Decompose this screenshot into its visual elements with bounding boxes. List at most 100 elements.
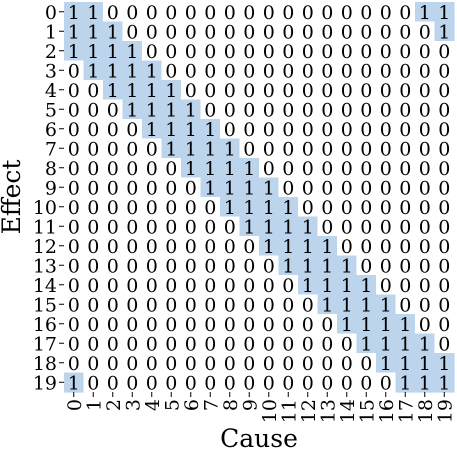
cell-value-r0-c9: 0	[243, 2, 255, 24]
cell-value-r6-c14: 0	[341, 119, 353, 141]
heatmap-cell-r5-c8	[220, 99, 241, 120]
heatmap-cell-r11-c2	[103, 216, 124, 237]
cell-value-r0-c12: 0	[302, 2, 314, 24]
cell-value-r18-c1: 0	[87, 353, 99, 375]
heatmap-cell-r12-c7	[200, 236, 221, 257]
cell-value-r15-c18: 0	[419, 294, 431, 316]
cell-value-r4-c7: 0	[204, 80, 216, 102]
cell-value-r2-c19: 0	[438, 41, 450, 63]
cell-value-r9-c19: 0	[438, 177, 450, 199]
x-tick-label-19: 19	[434, 399, 456, 423]
cell-value-r16-c7: 0	[204, 314, 216, 336]
cell-value-r0-c6: 0	[185, 2, 197, 24]
heatmap-cell-r2-c9	[239, 41, 260, 62]
cell-value-r16-c9: 0	[243, 314, 255, 336]
heatmap-cell-r10-c7	[200, 197, 221, 218]
cell-value-r18-c10: 0	[263, 353, 275, 375]
cell-value-r17-c14: 0	[341, 333, 353, 355]
heatmap-cell-r6-c1	[83, 119, 104, 140]
heatmap-cell-r1-c17	[395, 21, 416, 42]
heatmap-cell-r14-c7	[200, 275, 221, 296]
heatmap-cell-r14-c2	[103, 275, 124, 296]
cell-value-r14-c0: 0	[68, 275, 80, 297]
heatmap-cell-r19-c4	[142, 372, 163, 393]
heatmap-cell-r6-c12	[298, 119, 319, 140]
heatmap-cell-r0-c5	[161, 2, 182, 23]
cell-value-r15-c17: 0	[399, 294, 411, 316]
cell-value-r6-c17: 0	[399, 119, 411, 141]
y-tick-label-13: 13	[33, 255, 57, 277]
cell-value-r3-c5: 0	[165, 60, 177, 82]
heatmap-cell-r12-c14	[337, 236, 358, 257]
heatmap-cell-r3-c12	[298, 60, 319, 81]
cell-value-r11-c1: 0	[87, 216, 99, 238]
cell-value-r18-c18: 1	[419, 353, 431, 375]
cell-value-r1-c12: 0	[302, 21, 314, 43]
x-tick-label-0: 0	[64, 399, 86, 411]
cell-value-r18-c3: 0	[126, 353, 138, 375]
x-tick-label-16: 16	[376, 399, 398, 423]
cell-value-r2-c17: 0	[399, 41, 411, 63]
cell-value-r3-c10: 0	[263, 60, 275, 82]
cell-value-r8-c19: 0	[438, 158, 450, 180]
heatmap-cell-r2-c4	[142, 41, 163, 62]
cell-value-r4-c13: 0	[321, 80, 333, 102]
cell-value-r5-c8: 0	[224, 99, 236, 121]
heatmap-cell-r8-c1	[83, 158, 104, 179]
heatmap-cell-r10-c5	[161, 197, 182, 218]
heatmap-cell-r10-c17	[395, 197, 416, 218]
y-tick-label-5: 5	[45, 99, 57, 121]
cell-value-r13-c10: 0	[263, 255, 275, 277]
heatmap-cell-r0-c9	[239, 2, 260, 23]
cell-value-r7-c18: 0	[419, 138, 431, 160]
heatmap-cell-r17-c2	[103, 333, 124, 354]
cell-value-r4-c1: 0	[87, 80, 99, 102]
cell-value-r1-c9: 0	[243, 21, 255, 43]
heatmap-cell-r9-c10	[259, 177, 280, 198]
heatmap-cell-r3-c18	[415, 60, 436, 81]
cell-value-r5-c12: 0	[302, 99, 314, 121]
cell-value-r6-c10: 0	[263, 119, 275, 141]
cell-value-r1-c2: 1	[107, 21, 119, 43]
x-axis-label: Cause	[220, 424, 298, 452]
heatmap-cell-r3-c0	[64, 60, 85, 81]
cell-value-r15-c15: 1	[360, 294, 372, 316]
heatmap-cell-r8-c8	[220, 158, 241, 179]
heatmap-cell-r9-c14	[337, 177, 358, 198]
heatmap-cell-r11-c10	[259, 216, 280, 237]
cell-value-r5-c2: 0	[107, 99, 119, 121]
heatmap-cell-r18-c7	[200, 353, 221, 374]
cell-value-r14-c9: 0	[243, 275, 255, 297]
cell-value-r11-c14: 0	[341, 216, 353, 238]
heatmap-cell-r17-c6	[181, 333, 202, 354]
heatmap-cell-r4-c5	[161, 80, 182, 101]
y-tick-label-18: 18	[33, 353, 57, 375]
heatmap-cell-r3-c19	[434, 60, 455, 81]
heatmap-cell-r13-c7	[200, 255, 221, 276]
cell-value-r19-c15: 0	[360, 372, 372, 394]
heatmap-cell-r3-c2	[103, 60, 124, 81]
cell-value-r18-c16: 1	[380, 353, 392, 375]
cell-value-r12-c14: 0	[341, 236, 353, 258]
heatmap-cell-r5-c1	[83, 99, 104, 120]
cell-value-r7-c11: 0	[282, 138, 294, 160]
heatmap-cell-r14-c8	[220, 275, 241, 296]
cell-value-r13-c2: 0	[107, 255, 119, 277]
x-tick-label-8: 8	[220, 399, 242, 411]
cell-value-r16-c12: 0	[302, 314, 314, 336]
heatmap-cell-r6-c14	[337, 119, 358, 140]
x-tick-label-6: 6	[181, 399, 203, 411]
cell-value-r15-c7: 0	[204, 294, 216, 316]
cell-value-r13-c5: 0	[165, 255, 177, 277]
y-tick-label-1: 1	[45, 21, 57, 43]
cell-value-r13-c4: 0	[146, 255, 158, 277]
cell-value-r17-c0: 0	[68, 333, 80, 355]
heatmap-cell-r16-c6	[181, 314, 202, 335]
cell-value-r15-c10: 0	[263, 294, 275, 316]
heatmap-cell-r14-c19	[434, 275, 455, 296]
heatmap-cell-r13-c4	[142, 255, 163, 276]
heatmap-cell-r16-c14	[337, 314, 358, 335]
cell-value-r2-c14: 0	[341, 41, 353, 63]
heatmap-cell-r9-c0	[64, 177, 85, 198]
cell-value-r11-c7: 0	[204, 216, 216, 238]
